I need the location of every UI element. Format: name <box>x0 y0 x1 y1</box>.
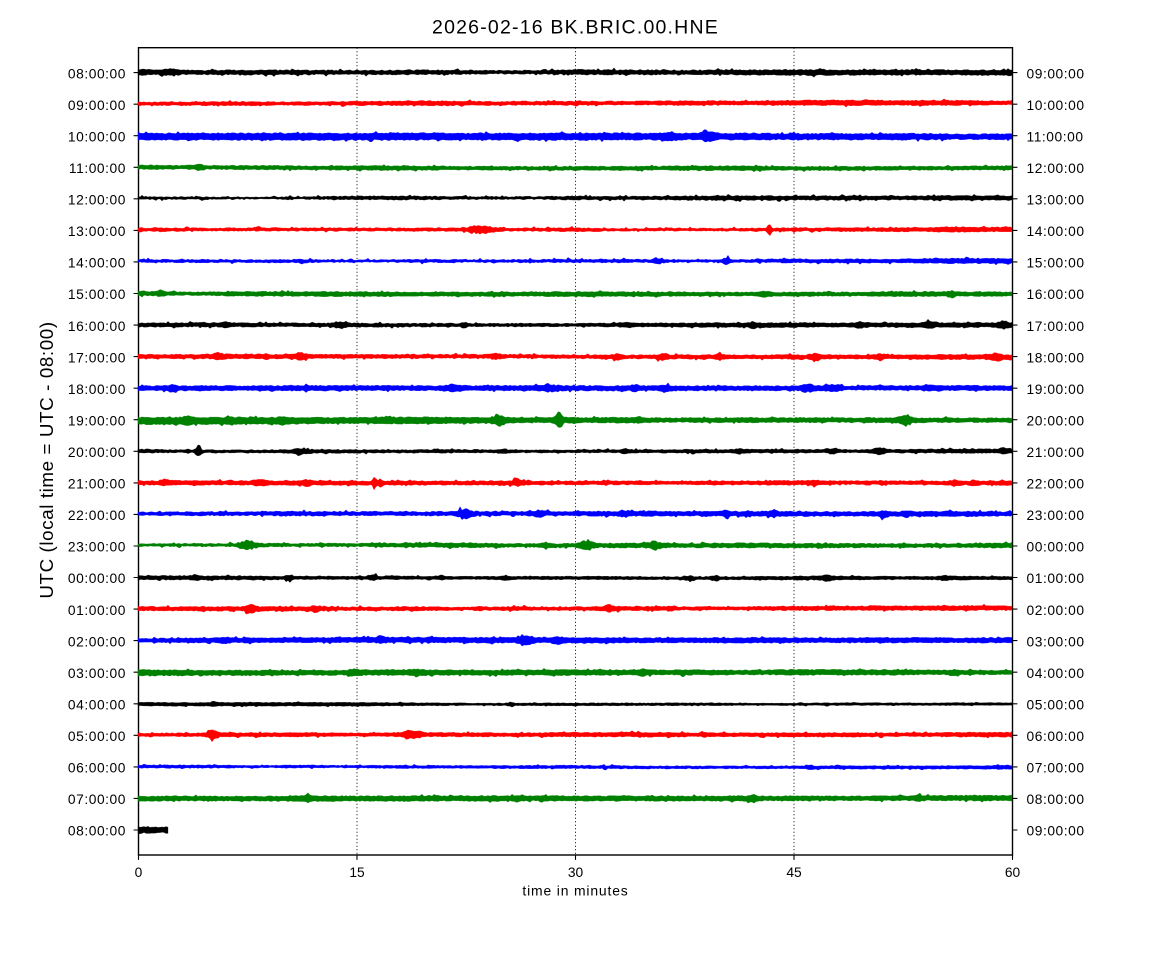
svg-text:time in minutes: time in minutes <box>522 883 628 899</box>
svg-text:03:00:00: 03:00:00 <box>1027 634 1085 649</box>
svg-text:04:00:00: 04:00:00 <box>1027 666 1085 681</box>
svg-text:15:00:00: 15:00:00 <box>68 287 126 302</box>
svg-text:16:00:00: 16:00:00 <box>1027 287 1085 302</box>
svg-text:09:00:00: 09:00:00 <box>68 98 126 113</box>
svg-text:2026-02-16 BK.BRIC.00.HNE: 2026-02-16 BK.BRIC.00.HNE <box>432 17 719 39</box>
svg-text:08:00:00: 08:00:00 <box>68 824 126 839</box>
svg-text:06:00:00: 06:00:00 <box>68 761 126 776</box>
svg-text:21:00:00: 21:00:00 <box>1027 445 1085 460</box>
svg-text:04:00:00: 04:00:00 <box>68 698 126 713</box>
svg-text:15: 15 <box>349 865 365 880</box>
svg-text:01:00:00: 01:00:00 <box>68 603 126 618</box>
svg-text:17:00:00: 17:00:00 <box>68 350 126 365</box>
svg-text:02:00:00: 02:00:00 <box>1027 603 1085 618</box>
svg-text:23:00:00: 23:00:00 <box>68 540 126 555</box>
svg-text:21:00:00: 21:00:00 <box>68 477 126 492</box>
svg-text:07:00:00: 07:00:00 <box>68 792 126 807</box>
svg-text:08:00:00: 08:00:00 <box>68 66 126 81</box>
svg-text:08:00:00: 08:00:00 <box>1027 792 1085 807</box>
svg-text:20:00:00: 20:00:00 <box>68 445 126 460</box>
svg-text:06:00:00: 06:00:00 <box>1027 729 1085 744</box>
svg-text:15:00:00: 15:00:00 <box>1027 256 1085 271</box>
svg-text:11:00:00: 11:00:00 <box>1027 129 1084 144</box>
svg-text:19:00:00: 19:00:00 <box>1027 382 1085 397</box>
svg-text:30: 30 <box>568 865 584 880</box>
svg-text:00:00:00: 00:00:00 <box>68 571 126 586</box>
svg-text:23:00:00: 23:00:00 <box>1027 508 1085 523</box>
svg-text:00:00:00: 00:00:00 <box>1027 540 1085 555</box>
svg-text:13:00:00: 13:00:00 <box>68 224 126 239</box>
svg-text:22:00:00: 22:00:00 <box>1027 477 1085 492</box>
svg-text:17:00:00: 17:00:00 <box>1027 319 1085 334</box>
svg-text:10:00:00: 10:00:00 <box>68 129 126 144</box>
svg-text:09:00:00: 09:00:00 <box>1027 66 1085 81</box>
svg-text:60: 60 <box>1005 865 1021 880</box>
svg-text:13:00:00: 13:00:00 <box>1027 193 1085 208</box>
svg-text:45: 45 <box>786 865 802 880</box>
svg-text:19:00:00: 19:00:00 <box>68 413 126 428</box>
svg-text:12:00:00: 12:00:00 <box>1027 161 1085 176</box>
svg-text:09:00:00: 09:00:00 <box>1027 824 1085 839</box>
svg-text:07:00:00: 07:00:00 <box>1027 761 1085 776</box>
svg-text:03:00:00: 03:00:00 <box>68 666 126 681</box>
svg-text:18:00:00: 18:00:00 <box>1027 350 1085 365</box>
svg-text:16:00:00: 16:00:00 <box>68 319 126 334</box>
svg-text:11:00:00: 11:00:00 <box>69 161 126 176</box>
svg-text:10:00:00: 10:00:00 <box>1027 98 1085 113</box>
svg-text:12:00:00: 12:00:00 <box>68 193 126 208</box>
svg-text:22:00:00: 22:00:00 <box>68 508 126 523</box>
svg-text:05:00:00: 05:00:00 <box>68 729 126 744</box>
svg-text:01:00:00: 01:00:00 <box>1027 571 1085 586</box>
svg-text:14:00:00: 14:00:00 <box>68 256 126 271</box>
svg-text:02:00:00: 02:00:00 <box>68 634 126 649</box>
svg-text:0: 0 <box>135 865 143 880</box>
svg-text:18:00:00: 18:00:00 <box>68 382 126 397</box>
svg-text:UTC (local time = UTC - 08:00): UTC (local time = UTC - 08:00) <box>36 321 57 598</box>
svg-text:14:00:00: 14:00:00 <box>1027 224 1085 239</box>
svg-text:20:00:00: 20:00:00 <box>1027 413 1085 428</box>
svg-text:05:00:00: 05:00:00 <box>1027 698 1085 713</box>
